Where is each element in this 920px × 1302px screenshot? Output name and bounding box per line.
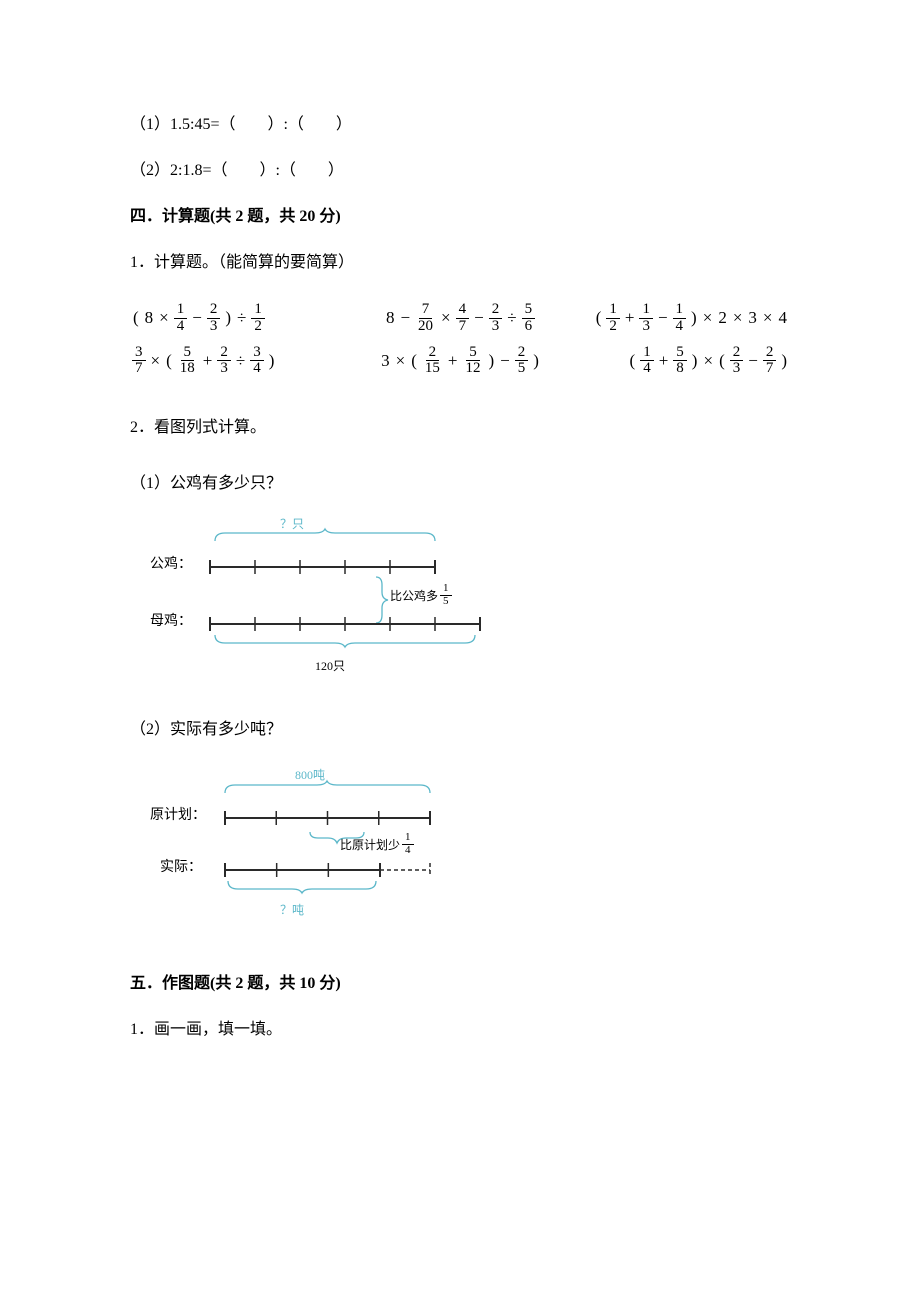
formula-r2c1: 37×(518+23÷34) (130, 345, 350, 378)
section-4-q1-intro: 1．计算题。（能简算的要简算） (130, 248, 790, 272)
d1-bar-gongji (210, 560, 435, 574)
d2-side-frac: 1 4 (402, 832, 414, 856)
d2-bar-actual-dashed (380, 863, 430, 877)
d2-bottom-brace (228, 881, 376, 895)
formula-r2c2: 3×(215+512)−25) (350, 345, 570, 378)
d2-bottom-label: ？吨 (280, 901, 304, 918)
d1-bottom-label: 120只 (315, 657, 345, 674)
blank-item-1: （1）1.5:45=（ ）:（ ） (130, 110, 790, 134)
d1-bottom-brace (215, 635, 475, 649)
section-4-q2-intro: 2．看图列式计算。 (130, 413, 790, 437)
d2-side-note: 比原计划少 1 4 (340, 832, 416, 856)
formula-r1c1: (8×14−23)÷12 (130, 302, 350, 335)
section-4-heading: 四．计算题(共 2 题，共 20 分) (130, 202, 790, 226)
section-4-q2-sub1: （1）公鸡有多少只？ (130, 469, 790, 493)
d1-label-muji: 母鸡： (150, 610, 192, 630)
d1-bar-muji (210, 617, 480, 631)
d1-side-text: 比公鸡多 (390, 587, 438, 604)
diagram-rooster-hen: ？只 公鸡： 比公鸡多 1 5 母鸡： 120只 (150, 515, 490, 685)
d1-top-brace (215, 529, 435, 543)
formula-row-1: (8×14−23)÷12 8−720×47−23÷56 (12+13−14)×2… (130, 302, 790, 335)
d1-side-note: 比公鸡多 1 5 (390, 583, 454, 607)
d2-bar-actual (225, 863, 380, 877)
d1-label-gongji: 公鸡： (150, 553, 192, 573)
diagram-plan-actual: 800吨 原计划： 比原计划少 1 4 实际： ？吨 (150, 769, 450, 929)
blank-item-2: （2）2:1.8=（ ）:（ ） (130, 156, 790, 180)
section-5-heading: 五．作图题(共 2 题，共 10 分) (130, 969, 790, 993)
section-5-q1: 1．画一画，填一填。 (130, 1015, 790, 1039)
formula-r2c3: (14+58)×(23−27) (570, 345, 790, 378)
formula-row-2: 37×(518+23÷34) 3×(215+512)−25) (14+58)×(… (130, 345, 790, 378)
d2-bar-plan (225, 811, 430, 825)
d1-side-frac: 1 5 (440, 583, 452, 607)
d2-label-plan: 原计划： (150, 804, 206, 824)
formula-block: (8×14−23)÷12 8−720×47−23÷56 (12+13−14)×2… (130, 302, 790, 377)
d2-label-actual: 实际： (160, 856, 202, 876)
d2-top-brace (225, 781, 430, 795)
formula-r1c2: 8−720×47−23÷56 (350, 302, 570, 335)
d2-side-text: 比原计划少 (340, 836, 400, 853)
section-4-q2-sub2: （2）实际有多少吨？ (130, 715, 790, 739)
formula-r1c3: (12+13−14)×2×3×4 (570, 302, 790, 335)
